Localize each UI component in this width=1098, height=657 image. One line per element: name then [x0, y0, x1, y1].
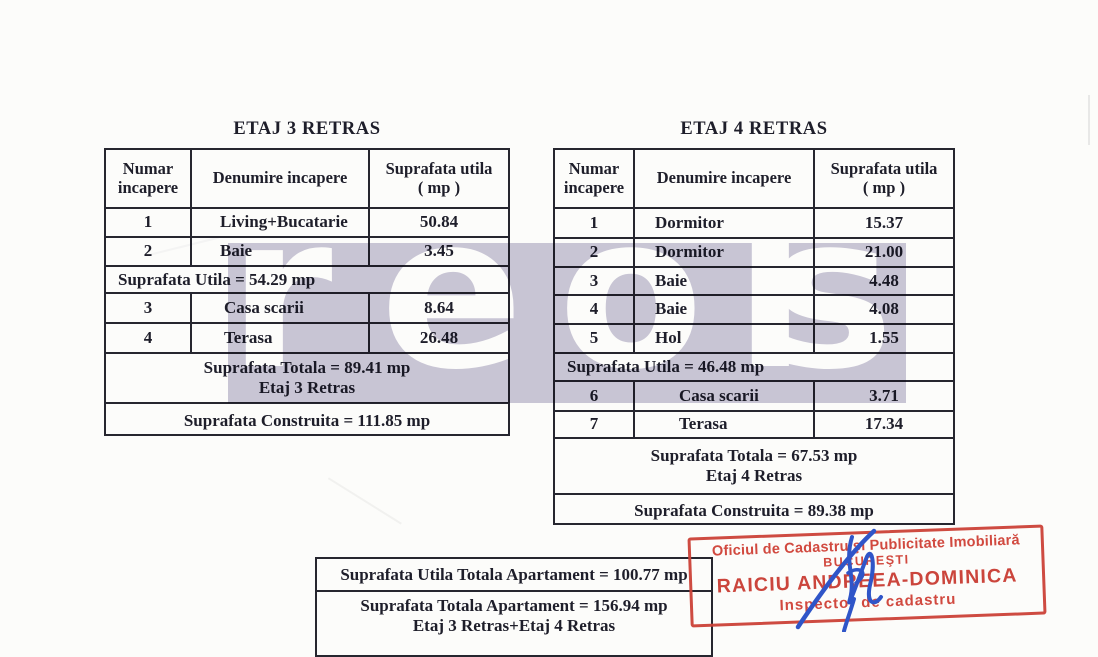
room-number: 4 — [555, 296, 635, 323]
room-number: 6 — [555, 382, 635, 410]
room-area: 4.08 — [869, 299, 899, 319]
table-row: 4 Baie 4.08 — [555, 294, 953, 323]
room-name: Terasa — [192, 324, 370, 352]
table-row: 2 Baie 3.45 — [106, 236, 508, 265]
room-name: Dormitor — [635, 209, 815, 237]
header-line: Suprafata utila — [385, 159, 493, 179]
room-name: Casa scarii — [192, 294, 370, 322]
etaj3-subtotal-utila: Suprafata Utila = 54.29 mp — [106, 265, 508, 292]
summary-totala-row: Suprafata Totala Apartament = 156.94 mp … — [317, 590, 711, 656]
table-row: 3 Casa scarii 8.64 — [106, 292, 508, 322]
room-number: 3 — [106, 294, 192, 322]
room-number: 3 — [555, 268, 635, 294]
etaj4-header-row: Numar incapere Denumire incapere Suprafa… — [555, 150, 953, 207]
room-area: 50.84 — [419, 212, 459, 232]
etaj4-subtotal-utila: Suprafata Utila = 46.48 mp — [555, 352, 953, 380]
header-line: incapere — [563, 177, 625, 197]
table-row: 4 Terasa 26.48 — [106, 322, 508, 352]
room-name: Living+Bucatarie — [192, 209, 370, 236]
room-area: 1.55 — [869, 328, 899, 348]
table-row: 7 Terasa 17.34 — [555, 410, 953, 437]
room-name: Terasa — [635, 412, 815, 437]
header-numar-incapere: Numar incapere — [555, 150, 635, 207]
etaj3-construita-row: Suprafata Construita = 111.85 mp — [106, 402, 508, 438]
room-number: 5 — [555, 325, 635, 352]
scanned-document-page: { "etaj3": { "title": "ETAJ 3 RETRAS", "… — [104, 95, 1090, 657]
header-suprafata-utila: Suprafata utila ( mp ) — [370, 150, 508, 207]
header-suprafata-utila: Suprafata utila ( mp ) — [815, 150, 953, 207]
total-line: Etaj 4 Retras — [705, 466, 803, 485]
room-name: Baie — [635, 296, 815, 323]
total-line: Suprafata Totala = 89.41 mp — [203, 358, 411, 377]
header-line: Suprafata utila — [830, 159, 938, 179]
room-area: 3.45 — [424, 241, 454, 261]
etaj4-construita-row: Suprafata Construita = 89.38 mp — [555, 493, 953, 526]
apartment-summary-table: Suprafata Utila Totala Apartament = 100.… — [315, 557, 713, 657]
room-number: 2 — [555, 239, 635, 266]
paper-crease — [328, 477, 402, 525]
header-line: Numar — [568, 159, 620, 179]
etaj4-table: Numar incapere Denumire incapere Suprafa… — [553, 148, 955, 525]
header-line: Denumire incapere — [212, 168, 348, 188]
table-row: 1 Living+Bucatarie 50.84 — [106, 207, 508, 236]
etaj4-title: ETAJ 4 RETRAS — [680, 119, 828, 139]
room-name: Casa scarii — [635, 382, 815, 410]
etaj3-total-row: Suprafata Totala = 89.41 mp Etaj 3 Retra… — [106, 352, 508, 402]
room-name: Baie — [192, 238, 370, 265]
room-area: 17.34 — [864, 414, 904, 434]
header-line: incapere — [117, 177, 179, 197]
room-name: Hol — [635, 325, 815, 352]
room-number: 1 — [555, 209, 635, 237]
header-line: Denumire incapere — [656, 168, 792, 188]
room-number: 2 — [106, 238, 192, 265]
room-number: 4 — [106, 324, 192, 352]
header-line: ( mp ) — [417, 177, 461, 197]
summary-line: Etaj 3 Retras+Etaj 4 Retras — [412, 616, 616, 635]
cadastru-stamp: Oficiul de Cadastru şi Publicitate Imobi… — [687, 524, 1047, 628]
total-line: Etaj 3 Retras — [258, 378, 356, 397]
room-area: 15.37 — [864, 212, 904, 232]
room-name: Baie — [635, 268, 815, 294]
total-line: Suprafata Totala = 67.53 mp — [650, 446, 858, 465]
table-row: 6 Casa scarii 3.71 — [555, 380, 953, 410]
etaj3-table: Numar incapere Denumire incapere Suprafa… — [104, 148, 510, 436]
header-denumire-incapere: Denumire incapere — [635, 150, 815, 207]
header-denumire-incapere: Denumire incapere — [192, 150, 370, 207]
etaj3-title: ETAJ 3 RETRAS — [233, 119, 381, 139]
summary-utila-totala-row: Suprafata Utila Totala Apartament = 100.… — [340, 564, 688, 584]
summary-line: Suprafata Totala Apartament = 156.94 mp — [360, 596, 668, 615]
room-area: 3.71 — [869, 385, 899, 405]
room-area: 21.00 — [864, 242, 904, 262]
room-number: 1 — [106, 209, 192, 236]
etaj4-total-row: Suprafata Totala = 67.53 mp Etaj 4 Retra… — [555, 437, 953, 493]
room-area: 8.64 — [424, 297, 454, 317]
room-number: 7 — [555, 412, 635, 437]
paper-crease — [1088, 95, 1090, 145]
header-numar-incapere: Numar incapere — [106, 150, 192, 207]
room-name: Dormitor — [635, 239, 815, 266]
room-area: 4.48 — [869, 270, 899, 290]
header-line: Numar — [122, 159, 174, 179]
table-row: 3 Baie 4.48 — [555, 266, 953, 294]
header-line: ( mp ) — [862, 177, 906, 197]
table-row: 2 Dormitor 21.00 — [555, 237, 953, 266]
room-area: 26.48 — [419, 327, 459, 347]
table-row: 5 Hol 1.55 — [555, 323, 953, 352]
table-row: 1 Dormitor 15.37 — [555, 207, 953, 237]
etaj3-header-row: Numar incapere Denumire incapere Suprafa… — [106, 150, 508, 207]
